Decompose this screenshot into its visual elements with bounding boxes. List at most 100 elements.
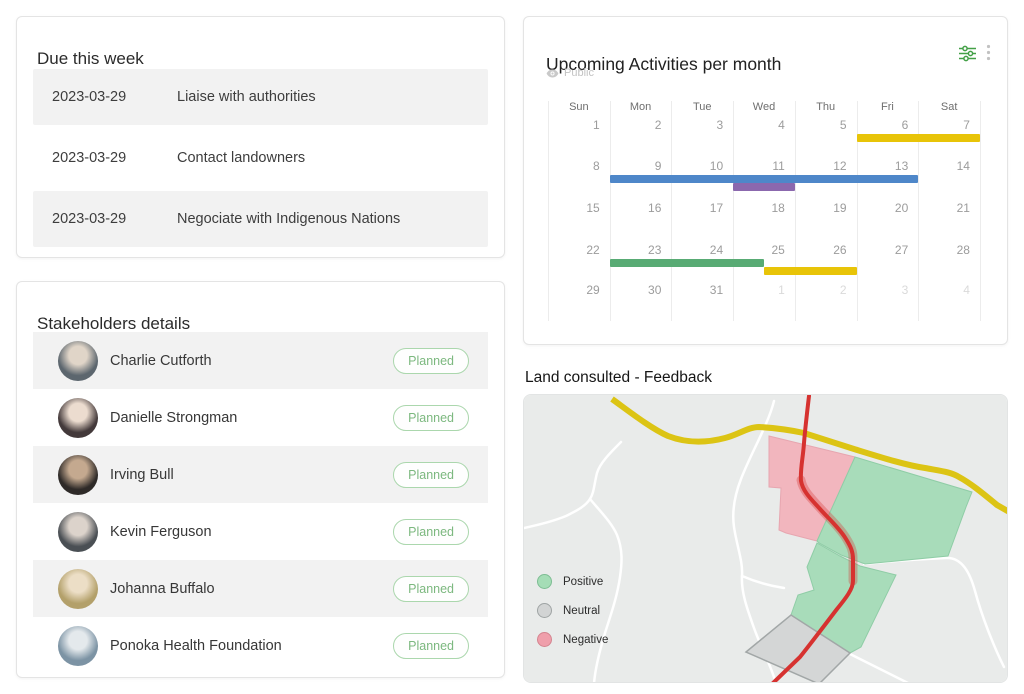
- status-badge[interactable]: Planned: [393, 575, 469, 602]
- visibility-row: Public: [546, 67, 594, 79]
- day-cell[interactable]: 28: [956, 243, 970, 257]
- kebab-menu-icon[interactable]: [986, 44, 991, 61]
- event-blue-mon9-fri13[interactable]: [609, 175, 919, 183]
- day-cell[interactable]: 30: [648, 283, 662, 297]
- day-cell[interactable]: 4: [963, 283, 970, 297]
- grid-line: [857, 101, 858, 321]
- day-cell[interactable]: 29: [586, 283, 600, 297]
- stakeholder-row[interactable]: Ponoka Health Foundation Planned: [33, 617, 488, 674]
- day-cell[interactable]: 3: [716, 118, 724, 132]
- status-badge[interactable]: Planned: [393, 518, 469, 545]
- day-cell[interactable]: 6: [901, 118, 909, 132]
- stakeholder-row[interactable]: Charlie Cutforth Planned: [33, 332, 488, 389]
- day-cell[interactable]: 17: [709, 201, 724, 215]
- primary-road: [610, 396, 1007, 515]
- day-cell[interactable]: 5: [839, 118, 847, 132]
- stakeholder-name: Johanna Buffalo: [110, 580, 215, 597]
- day-cell[interactable]: 18: [771, 201, 785, 215]
- minor-road: [732, 399, 777, 682]
- day-cell[interactable]: 2: [654, 118, 662, 132]
- visibility-label: Public: [564, 67, 594, 79]
- neutral-area[interactable]: [744, 614, 852, 683]
- task-row[interactable]: 2023-03-29 Liaise with authorities: [33, 69, 488, 125]
- filter-sliders-icon[interactable]: [958, 44, 977, 63]
- day-cell[interactable]: 21: [956, 201, 970, 215]
- day-cell[interactable]: 4: [778, 118, 785, 132]
- due-this-week-card: Due this week 2023-03-29 Liaise with aut…: [16, 16, 505, 258]
- status-badge[interactable]: Planned: [393, 632, 469, 659]
- day-cell[interactable]: 12: [833, 159, 847, 173]
- avatar: [58, 568, 98, 609]
- day-cell[interactable]: 2: [839, 283, 847, 297]
- task-row[interactable]: 2023-03-29 Contact landowners: [33, 130, 488, 186]
- day-cell[interactable]: 26: [833, 243, 847, 257]
- legend-item: Neutral: [537, 603, 608, 618]
- day-cell[interactable]: 1: [778, 283, 785, 297]
- day-cell[interactable]: 9: [654, 159, 662, 173]
- day-header: Sat: [940, 101, 958, 113]
- day-cell[interactable]: 31: [709, 283, 724, 297]
- status-badge[interactable]: Planned: [393, 461, 469, 488]
- day-cell[interactable]: 10: [709, 159, 724, 173]
- avatar: [58, 454, 98, 495]
- stakeholder-row[interactable]: Kevin Ferguson Planned: [33, 503, 488, 560]
- avatar: [58, 625, 98, 666]
- grid-line: [918, 101, 919, 321]
- day-cell[interactable]: 25: [771, 243, 785, 257]
- stakeholder-row[interactable]: Johanna Buffalo Planned: [33, 560, 488, 617]
- day-cell[interactable]: 27: [894, 243, 909, 257]
- event-purple-wed11[interactable]: [733, 183, 795, 191]
- due-this-week-title: Due this week: [37, 49, 144, 69]
- minor-road: [740, 574, 786, 590]
- calendar-grid[interactable]: Sun Mon Tue Wed Thu Fri Sat 1 2 3 4 5 6 7 8 9 10 11 12 13 14…: [548, 101, 981, 325]
- day-cell[interactable]: 1: [593, 118, 600, 132]
- avatar: [58, 397, 98, 438]
- day-cell[interactable]: 24: [709, 243, 724, 257]
- day-cell[interactable]: 15: [586, 201, 600, 215]
- map-canvas[interactable]: [524, 395, 1008, 683]
- map-card: Positive Neutral Negative: [523, 394, 1008, 683]
- day-cell[interactable]: 8: [593, 159, 600, 173]
- stakeholder-name: Irving Bull: [110, 466, 174, 483]
- task-due-date: 2023-03-29: [52, 150, 127, 166]
- grid-line: [671, 101, 672, 321]
- day-cell[interactable]: 13: [894, 159, 909, 173]
- stakeholder-row[interactable]: Irving Bull Planned: [33, 446, 488, 503]
- day-cell[interactable]: 11: [772, 159, 785, 173]
- day-cell[interactable]: 7: [963, 118, 970, 132]
- legend-label: Neutral: [563, 604, 601, 617]
- event-green-mon23-wed25[interactable]: [609, 259, 764, 267]
- grid-line: [610, 101, 611, 321]
- legend-item: Positive: [537, 574, 608, 589]
- task-row[interactable]: 2023-03-29 Negociate with Indigenous Nat…: [33, 191, 488, 247]
- stakeholder-name: Danielle Strongman: [110, 409, 238, 426]
- grid-line: [548, 101, 549, 321]
- stakeholder-name: Ponoka Health Foundation: [110, 637, 282, 654]
- day-cell[interactable]: 22: [586, 243, 600, 257]
- day-header: Thu: [816, 101, 836, 113]
- map-title: Land consulted - Feedback: [525, 369, 712, 386]
- day-cell[interactable]: 23: [648, 243, 662, 257]
- status-badge[interactable]: Planned: [393, 404, 469, 431]
- day-cell[interactable]: 16: [648, 201, 662, 215]
- task-due-date: 2023-03-29: [52, 211, 127, 227]
- day-cell[interactable]: 20: [894, 201, 909, 215]
- day-header: Wed: [752, 101, 776, 113]
- stakeholder-row[interactable]: Danielle Strongman Planned: [33, 389, 488, 446]
- event-yellow-wed25-thu26[interactable]: [764, 267, 857, 275]
- positive-area[interactable]: [816, 456, 973, 565]
- stakeholder-rows: Charlie Cutforth Planned Danielle Strong…: [33, 332, 488, 674]
- day-header: Fri: [881, 101, 894, 113]
- calendar-card: Upcoming Activities per month Public: [523, 16, 1008, 345]
- day-cell[interactable]: 19: [833, 201, 847, 215]
- status-badge[interactable]: Planned: [393, 347, 469, 374]
- task-due-date: 2023-03-29: [52, 89, 127, 105]
- due-rows: 2023-03-29 Liaise with authorities 2023-…: [33, 69, 488, 252]
- stakeholders-card: Stakeholders details Charlie Cutforth Pl…: [16, 281, 505, 678]
- event-yellow-fri6-sat7[interactable]: [856, 134, 980, 142]
- task-title: Negociate with Indigenous Nations: [177, 211, 401, 227]
- highlight-road: [771, 395, 855, 682]
- day-cell[interactable]: 3: [901, 283, 909, 297]
- day-cell[interactable]: 14: [956, 159, 970, 173]
